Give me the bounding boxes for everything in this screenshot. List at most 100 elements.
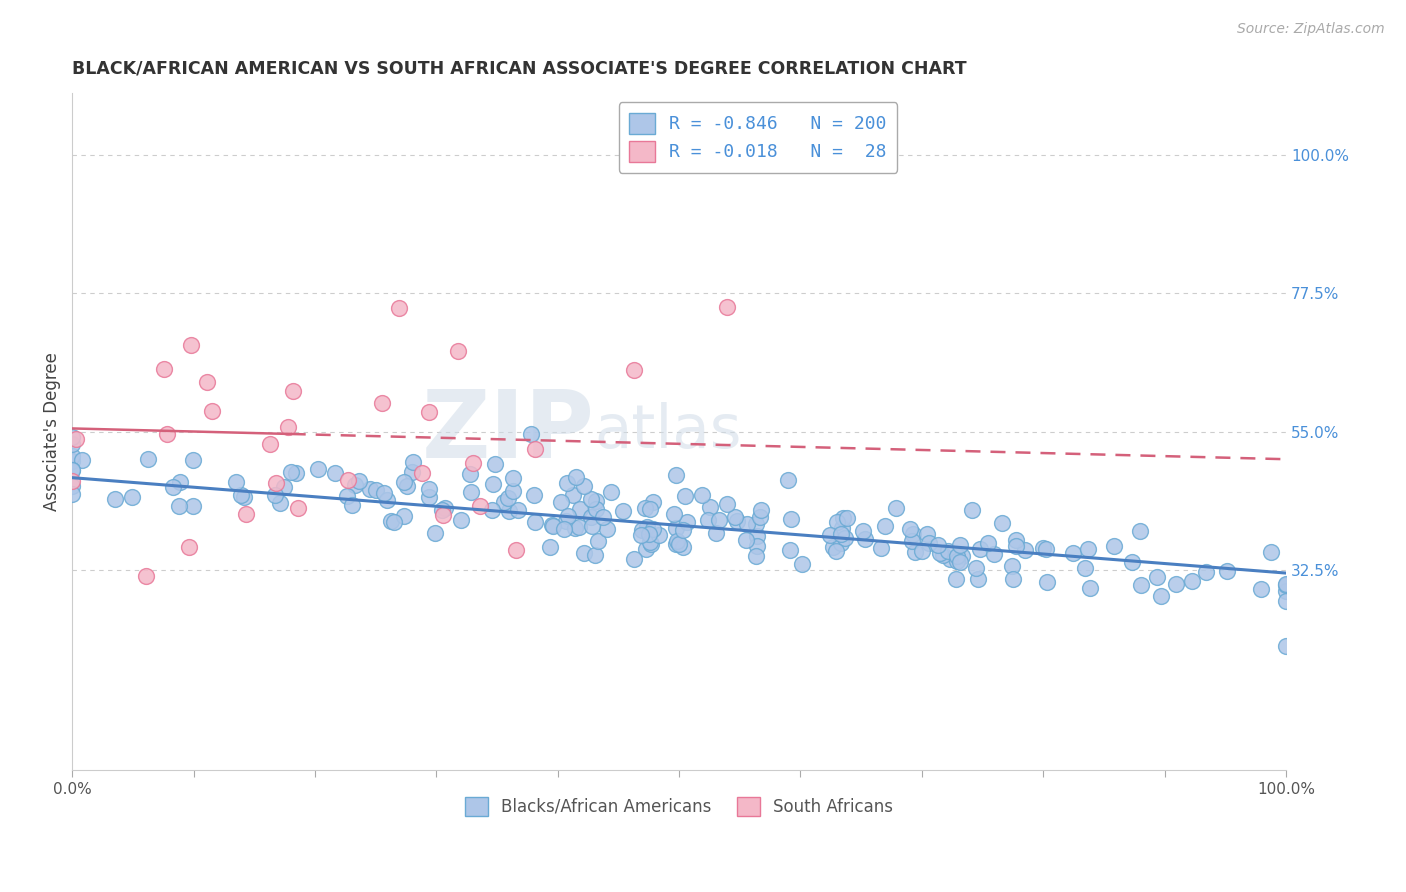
Point bbox=[776, 474, 799, 488]
Point bbox=[371, 396, 394, 410]
Point bbox=[388, 301, 411, 315]
Point bbox=[121, 490, 143, 504]
Point bbox=[432, 508, 454, 522]
Point bbox=[550, 495, 572, 509]
Point bbox=[1129, 578, 1152, 592]
Point bbox=[152, 362, 174, 376]
Point bbox=[918, 536, 941, 550]
Point bbox=[232, 490, 254, 504]
Point bbox=[60, 430, 83, 444]
Point bbox=[915, 526, 938, 541]
Point bbox=[195, 375, 218, 389]
Point bbox=[900, 533, 922, 548]
Point bbox=[502, 471, 524, 485]
Point bbox=[818, 528, 841, 542]
Point bbox=[1078, 581, 1101, 595]
Point bbox=[277, 419, 299, 434]
Point bbox=[572, 546, 595, 560]
Point bbox=[1102, 539, 1125, 553]
Point bbox=[637, 527, 659, 541]
Point bbox=[853, 532, 876, 546]
Point bbox=[672, 540, 695, 554]
Point bbox=[1121, 555, 1143, 569]
Point bbox=[281, 384, 304, 398]
Point bbox=[557, 509, 579, 524]
Point bbox=[181, 452, 204, 467]
Point bbox=[375, 492, 398, 507]
Point bbox=[716, 300, 738, 314]
Point bbox=[747, 539, 769, 553]
Text: BLACK/AFRICAN AMERICAN VS SOUTH AFRICAN ASSOCIATE'S DEGREE CORRELATION CHART: BLACK/AFRICAN AMERICAN VS SOUTH AFRICAN … bbox=[72, 60, 967, 78]
Point bbox=[927, 538, 949, 552]
Point bbox=[60, 479, 83, 493]
Point bbox=[668, 536, 690, 550]
Point bbox=[665, 468, 688, 483]
Point bbox=[634, 500, 657, 515]
Point bbox=[1032, 541, 1054, 556]
Point bbox=[70, 453, 93, 467]
Point bbox=[264, 476, 287, 491]
Point bbox=[792, 557, 814, 571]
Point bbox=[612, 504, 634, 518]
Point bbox=[572, 479, 595, 493]
Point bbox=[538, 540, 561, 554]
Point bbox=[939, 552, 962, 566]
Point bbox=[349, 475, 371, 489]
Point bbox=[418, 490, 440, 504]
Point bbox=[946, 549, 969, 563]
Point bbox=[470, 499, 492, 513]
Point bbox=[156, 426, 179, 441]
Point bbox=[585, 502, 607, 516]
Point bbox=[623, 551, 645, 566]
Point bbox=[364, 483, 387, 497]
Point bbox=[870, 541, 893, 556]
Point bbox=[394, 475, 416, 490]
Point bbox=[835, 511, 858, 525]
Point bbox=[382, 515, 405, 529]
Point bbox=[596, 522, 619, 536]
Point bbox=[640, 537, 662, 551]
Point bbox=[630, 528, 652, 542]
Point bbox=[569, 502, 592, 516]
Point bbox=[1275, 584, 1298, 599]
Point bbox=[458, 467, 481, 482]
Point bbox=[229, 488, 252, 502]
Point bbox=[411, 466, 433, 480]
Point bbox=[565, 470, 588, 484]
Point bbox=[523, 442, 546, 456]
Point bbox=[852, 524, 875, 538]
Point bbox=[541, 518, 564, 533]
Point bbox=[392, 509, 415, 524]
Point bbox=[950, 549, 973, 564]
Point bbox=[1073, 561, 1095, 575]
Point bbox=[1275, 594, 1298, 608]
Point bbox=[60, 463, 83, 477]
Point bbox=[825, 544, 848, 558]
Point bbox=[977, 536, 1000, 550]
Point bbox=[323, 467, 346, 481]
Point bbox=[641, 522, 664, 536]
Point bbox=[430, 502, 453, 516]
Point bbox=[965, 560, 987, 574]
Point bbox=[423, 525, 446, 540]
Point bbox=[180, 338, 202, 352]
Point bbox=[960, 503, 983, 517]
Point bbox=[825, 515, 848, 529]
Point bbox=[201, 403, 224, 417]
Point bbox=[225, 475, 247, 490]
Point bbox=[1260, 545, 1282, 559]
Text: Source: ZipAtlas.com: Source: ZipAtlas.com bbox=[1237, 22, 1385, 37]
Point bbox=[665, 521, 688, 535]
Point bbox=[929, 546, 952, 560]
Point bbox=[336, 489, 359, 503]
Point bbox=[450, 513, 472, 527]
Point bbox=[690, 488, 713, 502]
Point bbox=[402, 455, 425, 469]
Point bbox=[1275, 578, 1298, 592]
Point bbox=[666, 534, 689, 549]
Point bbox=[672, 523, 695, 537]
Point bbox=[1275, 577, 1298, 591]
Point bbox=[380, 514, 402, 528]
Point bbox=[461, 456, 484, 470]
Point bbox=[498, 504, 520, 518]
